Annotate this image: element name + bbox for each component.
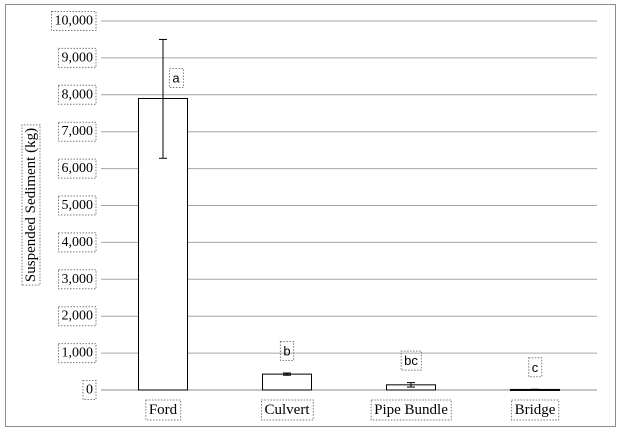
x-tick-label-0-group: Ford bbox=[145, 399, 182, 421]
y-tick-label-3: 3,000 bbox=[62, 272, 94, 287]
annotation-0-group: a bbox=[168, 68, 184, 88]
annotation-1-box bbox=[279, 341, 295, 362]
y-tick-label-8-box bbox=[58, 84, 97, 105]
x-tick-label-2: Pipe Bundle bbox=[374, 402, 448, 418]
x-tick-label-1-group: Culvert bbox=[261, 399, 314, 421]
y-tick-label-8-group: 8,000 bbox=[58, 84, 97, 105]
y-tick-label-6: 6,000 bbox=[62, 161, 94, 176]
annotation-0: a bbox=[172, 71, 180, 86]
y-tick-label-2: 2,000 bbox=[62, 309, 94, 324]
y-tick-label-6-box bbox=[58, 158, 97, 179]
x-tick-label-3-box bbox=[511, 399, 560, 421]
y-tick-label-2-box bbox=[58, 306, 97, 327]
annotation-2: bc bbox=[404, 353, 418, 368]
x-tick-label-0: Ford bbox=[149, 402, 178, 418]
y-tick-label-4-box bbox=[58, 232, 97, 253]
y-tick-label-7-box bbox=[58, 121, 97, 142]
y-axis-label: Suspended Sediment (kg) bbox=[23, 128, 39, 282]
y-tick-label-3-group: 3,000 bbox=[58, 269, 97, 290]
y-tick-label-4-group: 4,000 bbox=[58, 232, 97, 253]
bar-culvert bbox=[262, 373, 312, 391]
y-tick-label-7: 7,000 bbox=[62, 124, 94, 139]
x-tick-label-3: Bridge bbox=[515, 402, 556, 418]
y-tick-label-1-box bbox=[58, 343, 97, 364]
x-tick-label-0-box bbox=[145, 399, 182, 421]
y-tick-label-5: 5,000 bbox=[62, 198, 94, 213]
y-tick-label-3-box bbox=[58, 269, 97, 290]
y-tick-label-0-box bbox=[82, 380, 97, 400]
annotation-3: c bbox=[532, 360, 539, 375]
x-tick-label-2-group: Pipe Bundle bbox=[370, 399, 452, 421]
y-tick-label-5-box bbox=[58, 195, 97, 216]
y-tick-label-8: 8,000 bbox=[62, 87, 94, 102]
annotation-2-box bbox=[400, 350, 422, 371]
y-tick-label-10-group: 10,000 bbox=[51, 11, 97, 31]
y-tick-label-4: 4,000 bbox=[62, 235, 94, 250]
y-tick-label-2-group: 2,000 bbox=[58, 306, 97, 327]
y-axis-label-box bbox=[21, 124, 41, 286]
y-tick-label-9-box bbox=[58, 47, 97, 68]
y-tick-label-0: 0 bbox=[86, 383, 93, 398]
annotation-3-group: c bbox=[528, 357, 543, 378]
y-tick-label-5-group: 5,000 bbox=[58, 195, 97, 216]
y-tick-label-1: 1,000 bbox=[62, 346, 94, 361]
y-tick-label-0-group: 0 bbox=[82, 380, 97, 400]
annotation-1-group: b bbox=[279, 341, 295, 362]
y-tick-label-9-group: 9,000 bbox=[58, 47, 97, 68]
annotation-3-box bbox=[528, 357, 543, 378]
y-tick-label-6-group: 6,000 bbox=[58, 158, 97, 179]
y-tick-label-10: 10,000 bbox=[55, 14, 94, 29]
x-tick-label-3-group: Bridge bbox=[511, 399, 560, 421]
annotation-0-box bbox=[168, 68, 184, 88]
annotation-1: b bbox=[283, 344, 290, 359]
x-tick-label-2-box bbox=[370, 399, 452, 421]
y-tick-label-7-group: 7,000 bbox=[58, 121, 97, 142]
y-tick-label-1-group: 1,000 bbox=[58, 343, 97, 364]
y-tick-label-9: 9,000 bbox=[62, 50, 94, 65]
x-tick-label-1: Culvert bbox=[265, 402, 311, 418]
y-axis-label-group: Suspended Sediment (kg) bbox=[21, 124, 41, 286]
annotation-2-group: bc bbox=[400, 350, 422, 371]
chart-frame bbox=[5, 4, 616, 427]
y-tick-label-10-box bbox=[51, 11, 97, 31]
